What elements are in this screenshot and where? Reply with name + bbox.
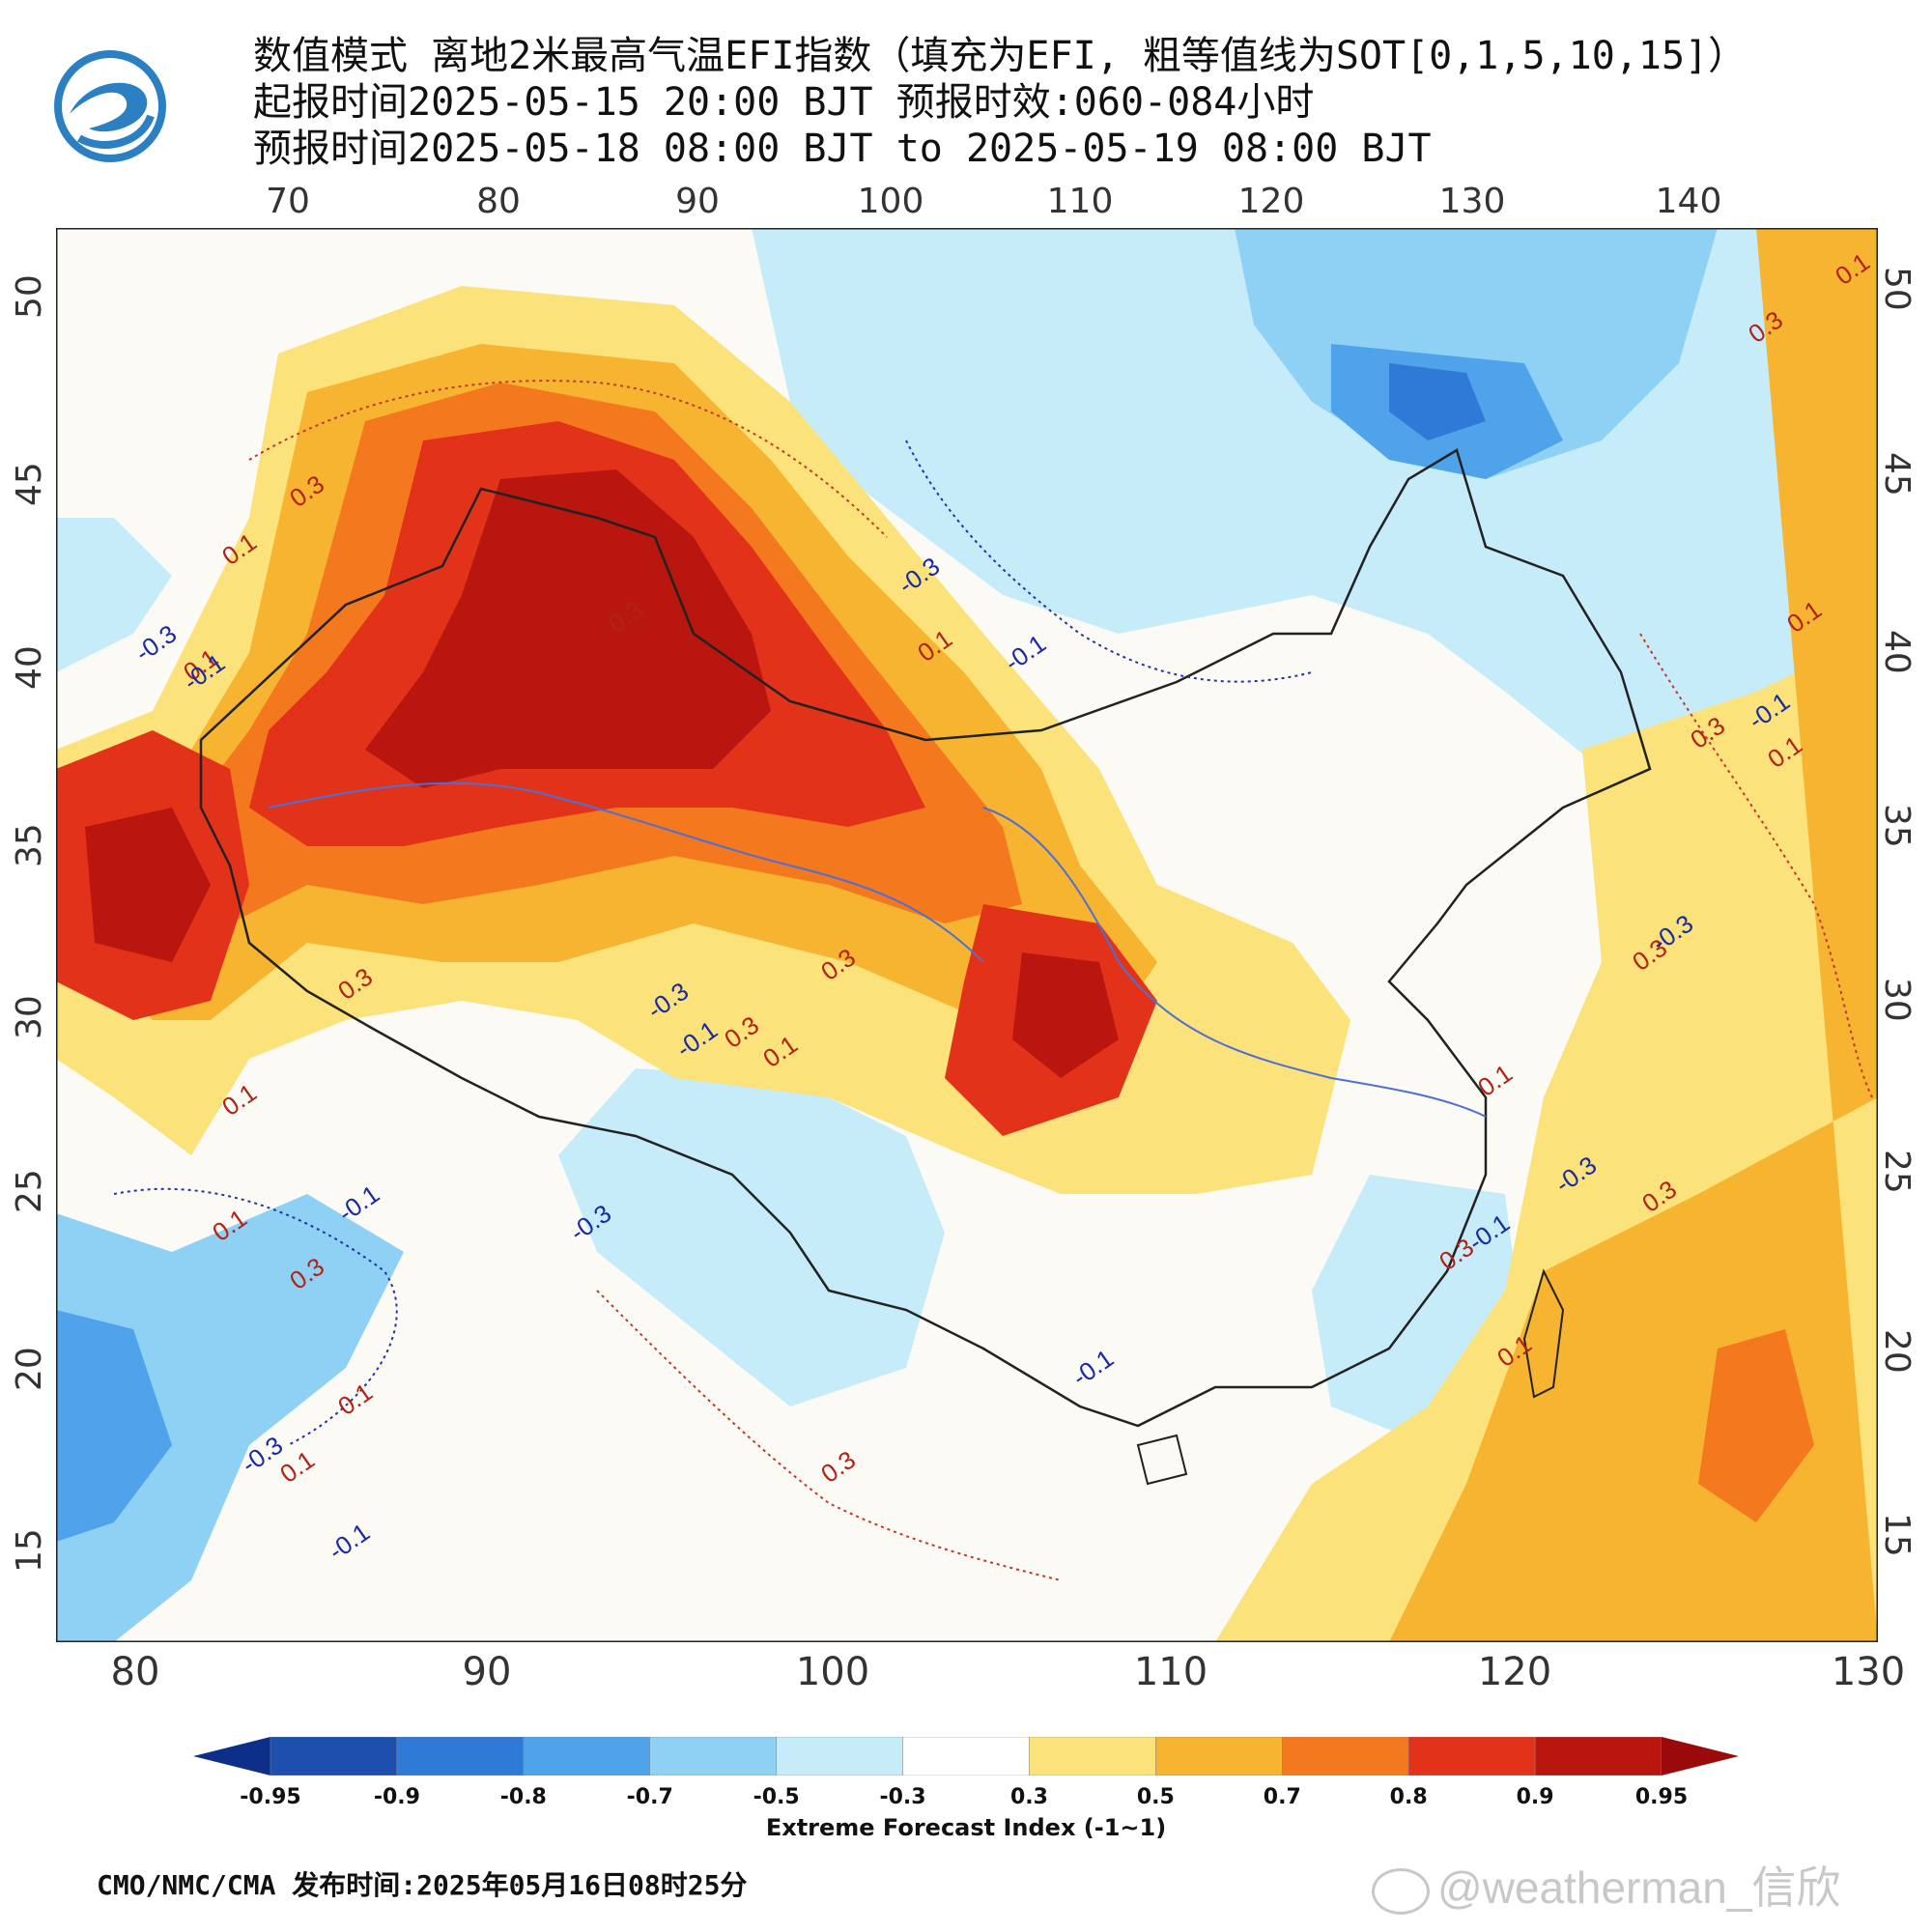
- colorbar-tick-label: 0.8: [1389, 1785, 1428, 1809]
- colorbar-swatch: [523, 1737, 650, 1776]
- efi-warm-region: [1012, 952, 1119, 1078]
- top-lon-label: 130: [1438, 182, 1506, 221]
- efi-map: 0.3 0.1 0.1 0.3 0.1 0.3 0.1 0.1 0.3 0.1 0.1 0.3 0.1 0…: [56, 228, 1878, 1642]
- left-lat-label: 30: [10, 995, 49, 1039]
- colorbar-tick-label: 0.5: [1136, 1785, 1175, 1809]
- colorbar-tick-label: 0.3: [1009, 1785, 1048, 1809]
- left-lat-label: 25: [10, 1169, 49, 1213]
- watermark-text: @weatherman_信欣: [1437, 1862, 1841, 1913]
- right-lat-label: 25: [1877, 1150, 1917, 1194]
- colorbar-swatch: [1282, 1737, 1409, 1776]
- colorbar-tick-label: -0.9: [373, 1785, 420, 1809]
- river: [982, 807, 1487, 1118]
- bottom-lon-label: 110: [1133, 1650, 1208, 1694]
- colorbar-tick-label: 0.9: [1516, 1785, 1554, 1809]
- right-lat-label: 35: [1877, 804, 1917, 848]
- colorbar-high-arrow: [1662, 1737, 1739, 1776]
- efi-map-canvas: 0.30.10.10.30.10.30.10.10.30.10.10.30.10…: [56, 228, 1878, 1642]
- top-lon-label: 90: [675, 182, 720, 221]
- top-lon-label: 70: [266, 182, 310, 221]
- colorbar-swatch: [649, 1737, 777, 1776]
- bottom-lon-label: 80: [110, 1650, 160, 1694]
- colorbar-tick-label: 0.95: [1634, 1785, 1689, 1809]
- weibo-icon: [1372, 1867, 1430, 1915]
- cma-logo-icon: [54, 50, 166, 162]
- colorbar-swatch: [1407, 1737, 1536, 1776]
- map-title: 数值模式 离地2米最高气温EFI指数（填充为EFI, 粗等值线为SOT[0,1,…: [253, 33, 1747, 172]
- efi-warm-region: [365, 469, 771, 788]
- efi-cold-region: [56, 1310, 172, 1542]
- colorbar-tick-label: -0.7: [626, 1785, 673, 1809]
- top-lon-label: 140: [1655, 182, 1722, 221]
- efi-colorbar: [193, 1737, 1739, 1776]
- top-lon-label: 120: [1237, 182, 1305, 221]
- right-lat-label: 45: [1877, 452, 1917, 497]
- river: [268, 781, 984, 963]
- efi-warm-region: [1389, 1194, 1814, 1642]
- colorbar-swatch: [1155, 1737, 1283, 1776]
- efi-cold-region: [56, 518, 172, 672]
- colorbar-swatch: [902, 1737, 1030, 1776]
- colorbar-swatch: [1534, 1737, 1662, 1776]
- colorbar-tick-label: -0.5: [753, 1785, 800, 1809]
- bottom-lon-label: 100: [795, 1650, 870, 1694]
- left-lat-label: 45: [10, 462, 49, 506]
- colorbar-title: Extreme Forecast Index (-1~1): [765, 1814, 1167, 1841]
- top-lon-label: 100: [857, 182, 924, 221]
- left-lat-label: 35: [10, 823, 49, 867]
- right-lat-label: 40: [1877, 630, 1917, 674]
- contour-line-blue: [113, 1187, 398, 1446]
- colorbar-tick-label: -0.95: [240, 1785, 301, 1809]
- efi-cold-region: [558, 1068, 945, 1406]
- efi-cold-region: [1389, 363, 1486, 440]
- colorbar-swatch: [776, 1737, 903, 1776]
- right-lat-label: 20: [1877, 1329, 1917, 1374]
- hainan-border: [1136, 1434, 1188, 1486]
- title-line-1: 数值模式 离地2米最高气温EFI指数（填充为EFI, 粗等值线为SOT[0,1,…: [253, 34, 1747, 78]
- top-lon-label: 80: [476, 182, 521, 221]
- colorbar-swatch: [1029, 1737, 1156, 1776]
- issue-footer: CMO/NMC/CMA 发布时间:2025年05月16日08时25分: [97, 1869, 748, 1901]
- left-lat-label: 40: [10, 645, 49, 690]
- left-lat-label: 15: [10, 1528, 49, 1573]
- right-lat-label: 15: [1877, 1513, 1917, 1557]
- title-line-3: 预报时间2025-05-18 08:00 BJT to 2025-05-19 0…: [253, 127, 1432, 171]
- colorbar-low-arrow: [193, 1737, 270, 1776]
- colorbar-swatch: [270, 1737, 398, 1776]
- efi-cold-region: [56, 1194, 404, 1642]
- watermark: @weatherman_信欣: [1372, 1853, 1840, 1917]
- bottom-lon-label: 130: [1831, 1650, 1906, 1694]
- colorbar-tick-label: -0.3: [879, 1785, 926, 1809]
- right-lat-label: 30: [1877, 978, 1917, 1022]
- bottom-lon-label: 120: [1477, 1650, 1552, 1694]
- china-border: [199, 448, 1652, 1428]
- title-line-2: 起报时间2025-05-15 20:00 BJT 预报时效:060-084小时: [253, 80, 1315, 125]
- efi-warm-region: [1698, 1329, 1814, 1522]
- taiwan-border: [1522, 1268, 1565, 1399]
- colorbar-tick-label: 0.7: [1263, 1785, 1301, 1809]
- colorbar-tick-label: -0.8: [499, 1785, 547, 1809]
- left-lat-label: 20: [10, 1347, 49, 1391]
- efi-warm-region: [85, 808, 211, 962]
- right-lat-label: 50: [1877, 267, 1917, 311]
- top-lon-label: 110: [1046, 182, 1114, 221]
- colorbar-swatch: [396, 1737, 525, 1776]
- left-lat-label: 50: [10, 274, 49, 319]
- contour-line-red: [596, 1290, 1062, 1581]
- bottom-lon-label: 90: [462, 1650, 512, 1694]
